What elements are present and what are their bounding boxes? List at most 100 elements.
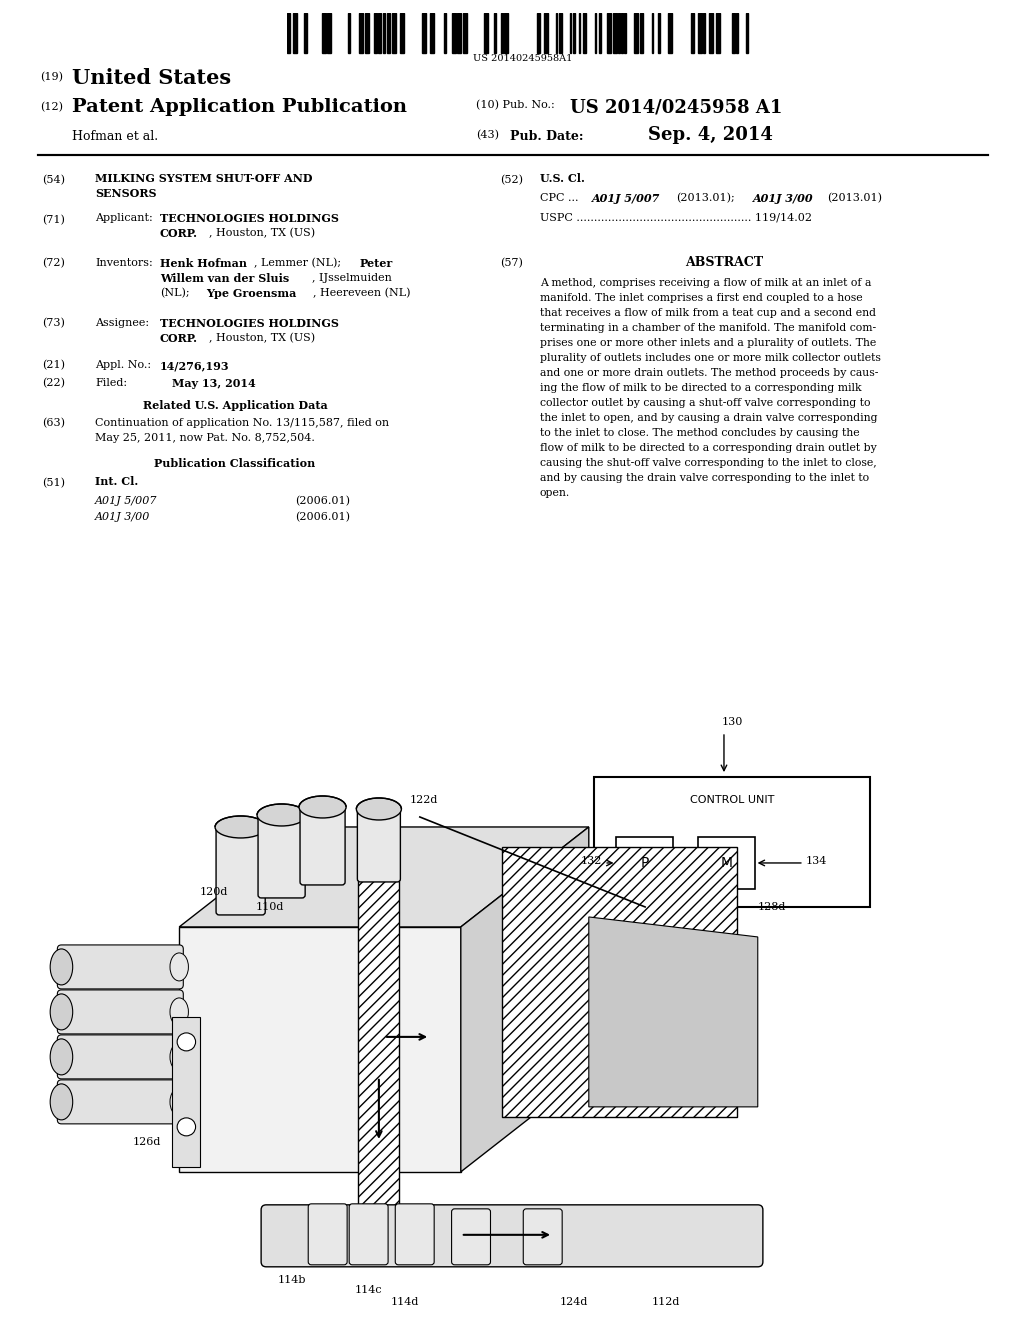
Text: MILKING SYSTEM SHUT-OFF AND: MILKING SYSTEM SHUT-OFF AND xyxy=(95,173,312,183)
Ellipse shape xyxy=(50,1039,73,1074)
Bar xyxy=(698,13,702,53)
FancyBboxPatch shape xyxy=(698,837,755,888)
Bar xyxy=(505,13,508,53)
Bar xyxy=(691,13,693,53)
Polygon shape xyxy=(172,1016,200,1167)
Text: (NL);: (NL); xyxy=(160,288,189,298)
Text: US 20140245958A1: US 20140245958A1 xyxy=(472,54,572,63)
Text: Inventors:: Inventors: xyxy=(95,257,153,268)
Text: prises one or more other inlets and a plurality of outlets. The: prises one or more other inlets and a pl… xyxy=(540,338,877,348)
Bar xyxy=(583,13,587,53)
Ellipse shape xyxy=(170,953,188,981)
Text: A01J 3/00: A01J 3/00 xyxy=(95,512,151,521)
Text: manifold. The inlet comprises a first end coupled to a hose: manifold. The inlet comprises a first en… xyxy=(540,293,862,304)
FancyBboxPatch shape xyxy=(57,990,183,1034)
Bar xyxy=(599,13,601,53)
Bar xyxy=(387,13,390,53)
Text: (2013.01);: (2013.01); xyxy=(676,193,735,203)
Text: SENSORS: SENSORS xyxy=(95,187,157,199)
Ellipse shape xyxy=(177,1034,196,1051)
Text: Appl. No.:: Appl. No.: xyxy=(95,360,152,370)
Ellipse shape xyxy=(215,816,266,838)
Bar xyxy=(716,13,720,53)
Ellipse shape xyxy=(50,949,73,985)
Text: , Houston, TX (US): , Houston, TX (US) xyxy=(209,228,315,239)
Text: M: M xyxy=(721,855,732,870)
Bar xyxy=(443,13,445,53)
Bar xyxy=(304,13,307,53)
Text: Int. Cl.: Int. Cl. xyxy=(95,477,138,487)
Text: (71): (71) xyxy=(42,215,65,226)
Text: Continuation of application No. 13/115,587, filed on: Continuation of application No. 13/115,5… xyxy=(95,418,389,428)
Bar xyxy=(595,13,596,53)
Bar xyxy=(709,13,713,53)
Text: May 25, 2011, now Pat. No. 8,752,504.: May 25, 2011, now Pat. No. 8,752,504. xyxy=(95,433,314,444)
Text: Assignee:: Assignee: xyxy=(95,318,150,327)
Text: Sep. 4, 2014: Sep. 4, 2014 xyxy=(648,125,773,144)
Polygon shape xyxy=(179,927,461,1172)
Text: (12): (12) xyxy=(40,102,63,112)
Text: May 13, 2014: May 13, 2014 xyxy=(172,378,256,389)
Bar xyxy=(634,13,638,53)
FancyBboxPatch shape xyxy=(349,1204,388,1265)
Text: United States: United States xyxy=(72,69,231,88)
FancyBboxPatch shape xyxy=(594,777,870,907)
Bar xyxy=(359,13,364,53)
Bar xyxy=(348,13,350,53)
Text: P: P xyxy=(640,855,649,870)
FancyBboxPatch shape xyxy=(216,824,265,915)
Text: (73): (73) xyxy=(42,318,65,329)
Bar xyxy=(399,13,403,53)
Text: 124d: 124d xyxy=(559,1296,588,1307)
Bar xyxy=(579,13,581,53)
Text: (19): (19) xyxy=(40,73,63,82)
Bar xyxy=(378,13,381,53)
Bar xyxy=(452,13,456,53)
Text: ABSTRACT: ABSTRACT xyxy=(685,256,763,269)
Bar xyxy=(613,13,616,53)
Text: , IJsselmuiden: , IJsselmuiden xyxy=(312,273,392,282)
Text: (63): (63) xyxy=(42,418,65,428)
Text: (43): (43) xyxy=(476,129,499,140)
Text: terminating in a chamber of the manifold. The manifold com-: terminating in a chamber of the manifold… xyxy=(540,323,877,333)
Text: TECHNOLOGIES HOLDINGS: TECHNOLOGIES HOLDINGS xyxy=(160,213,339,224)
Polygon shape xyxy=(179,826,589,927)
Bar xyxy=(545,13,548,53)
Ellipse shape xyxy=(50,994,73,1030)
FancyBboxPatch shape xyxy=(357,807,400,882)
Text: Willem van der Sluis: Willem van der Sluis xyxy=(160,273,289,284)
Text: (52): (52) xyxy=(500,176,523,185)
Bar xyxy=(703,13,705,53)
Text: A01J 5/007: A01J 5/007 xyxy=(95,496,158,506)
Bar xyxy=(618,13,620,53)
Bar xyxy=(422,13,426,53)
FancyBboxPatch shape xyxy=(308,1204,347,1265)
Bar xyxy=(572,13,575,53)
FancyBboxPatch shape xyxy=(261,1205,763,1267)
Text: (54): (54) xyxy=(42,176,65,185)
Bar xyxy=(392,13,395,53)
Bar xyxy=(558,13,562,53)
Text: ing the flow of milk to be directed to a corresponding milk: ing the flow of milk to be directed to a… xyxy=(540,383,861,393)
FancyBboxPatch shape xyxy=(258,812,305,898)
Bar xyxy=(538,13,540,53)
Bar xyxy=(607,13,610,53)
Text: 128d: 128d xyxy=(758,902,786,912)
FancyBboxPatch shape xyxy=(300,804,345,884)
Text: Related U.S. Application Data: Related U.S. Application Data xyxy=(142,400,328,411)
Text: 120d: 120d xyxy=(200,887,228,898)
Text: Pub. Date:: Pub. Date: xyxy=(510,129,584,143)
Bar xyxy=(328,13,331,53)
Text: USPC .................................................. 119/14.02: USPC ...................................… xyxy=(540,213,812,223)
Text: causing the shut-off valve corresponding to the inlet to close,: causing the shut-off valve corresponding… xyxy=(540,458,877,469)
Ellipse shape xyxy=(257,804,306,826)
Text: (2013.01): (2013.01) xyxy=(827,193,882,203)
Text: open.: open. xyxy=(540,488,570,498)
Text: Patent Application Publication: Patent Application Publication xyxy=(72,98,407,116)
Text: A01J 3/00: A01J 3/00 xyxy=(753,193,814,205)
FancyBboxPatch shape xyxy=(523,1209,562,1265)
Text: CORP.: CORP. xyxy=(160,228,198,239)
Text: 110d: 110d xyxy=(256,902,285,912)
Bar xyxy=(669,13,672,53)
Text: 126d: 126d xyxy=(133,1137,162,1147)
